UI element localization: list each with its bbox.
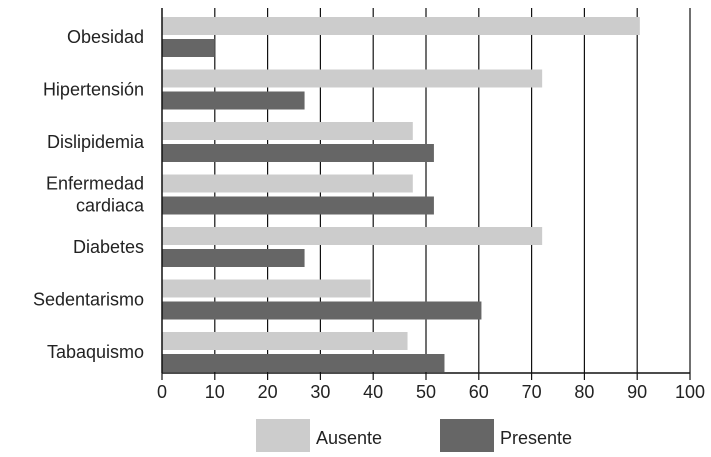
category-label-line: Sedentarismo bbox=[33, 290, 144, 310]
x-tick-label: 0 bbox=[157, 382, 167, 402]
category-label: Obesidad bbox=[67, 27, 144, 47]
category-labels: Obesidad Hipertensión Dislipidemia Enfermed… bbox=[33, 27, 145, 362]
legend-label-ausente: Ausente bbox=[316, 428, 382, 448]
category-label-line: Tabaquismo bbox=[47, 342, 144, 362]
category-label: Sedentarismo bbox=[33, 290, 144, 310]
category-label: Enfermedad cardiaca bbox=[46, 174, 145, 216]
category-label: Tabaquismo bbox=[47, 342, 144, 362]
gridlines bbox=[214, 8, 691, 373]
bar-presente bbox=[162, 39, 215, 57]
legend-swatch-ausente bbox=[256, 419, 310, 452]
x-tick-label: 100 bbox=[675, 382, 705, 402]
x-tick-label: 70 bbox=[522, 382, 542, 402]
bar-presente bbox=[162, 91, 305, 110]
bar-presente bbox=[162, 354, 445, 372]
x-tick-label: 20 bbox=[258, 382, 278, 402]
bar-presente bbox=[162, 249, 305, 267]
x-tick-label: 40 bbox=[363, 382, 383, 402]
bars bbox=[162, 17, 640, 372]
bar-ausente bbox=[162, 69, 543, 88]
bar-ausente bbox=[162, 122, 413, 140]
bar-ausente bbox=[162, 227, 543, 245]
x-tick-label: 30 bbox=[310, 382, 330, 402]
legend-label-presente: Presente bbox=[500, 428, 572, 448]
category-label-line: cardiaca bbox=[76, 196, 145, 216]
bar-ausente bbox=[162, 332, 408, 350]
x-tick-label: 50 bbox=[416, 382, 436, 402]
legend: Ausente Presente bbox=[256, 419, 572, 452]
legend-swatch-presente bbox=[440, 419, 494, 452]
category-label-line: Enfermedad bbox=[46, 174, 144, 194]
bar-presente bbox=[162, 196, 434, 215]
bar-ausente bbox=[162, 279, 371, 298]
category-label: Diabetes bbox=[73, 237, 144, 257]
x-tick-label: 10 bbox=[205, 382, 225, 402]
bar-presente bbox=[162, 144, 434, 162]
x-tick-label: 60 bbox=[469, 382, 489, 402]
bar-ausente bbox=[162, 174, 413, 193]
x-tick-label: 90 bbox=[627, 382, 647, 402]
category-label-line: Dislipidemia bbox=[47, 132, 145, 152]
category-label-line: Diabetes bbox=[73, 237, 144, 257]
category-label: Dislipidemia bbox=[47, 132, 145, 152]
x-tick-label: 80 bbox=[574, 382, 594, 402]
bar-presente bbox=[162, 301, 482, 320]
category-label: Hipertensión bbox=[43, 80, 144, 100]
category-label-line: Obesidad bbox=[67, 27, 144, 47]
tick-labels: 0 10 20 30 40 50 60 70 80 90 100 bbox=[157, 382, 705, 402]
category-label-line: Hipertensión bbox=[43, 80, 144, 100]
bar-ausente bbox=[162, 17, 640, 35]
axes bbox=[161, 8, 691, 380]
